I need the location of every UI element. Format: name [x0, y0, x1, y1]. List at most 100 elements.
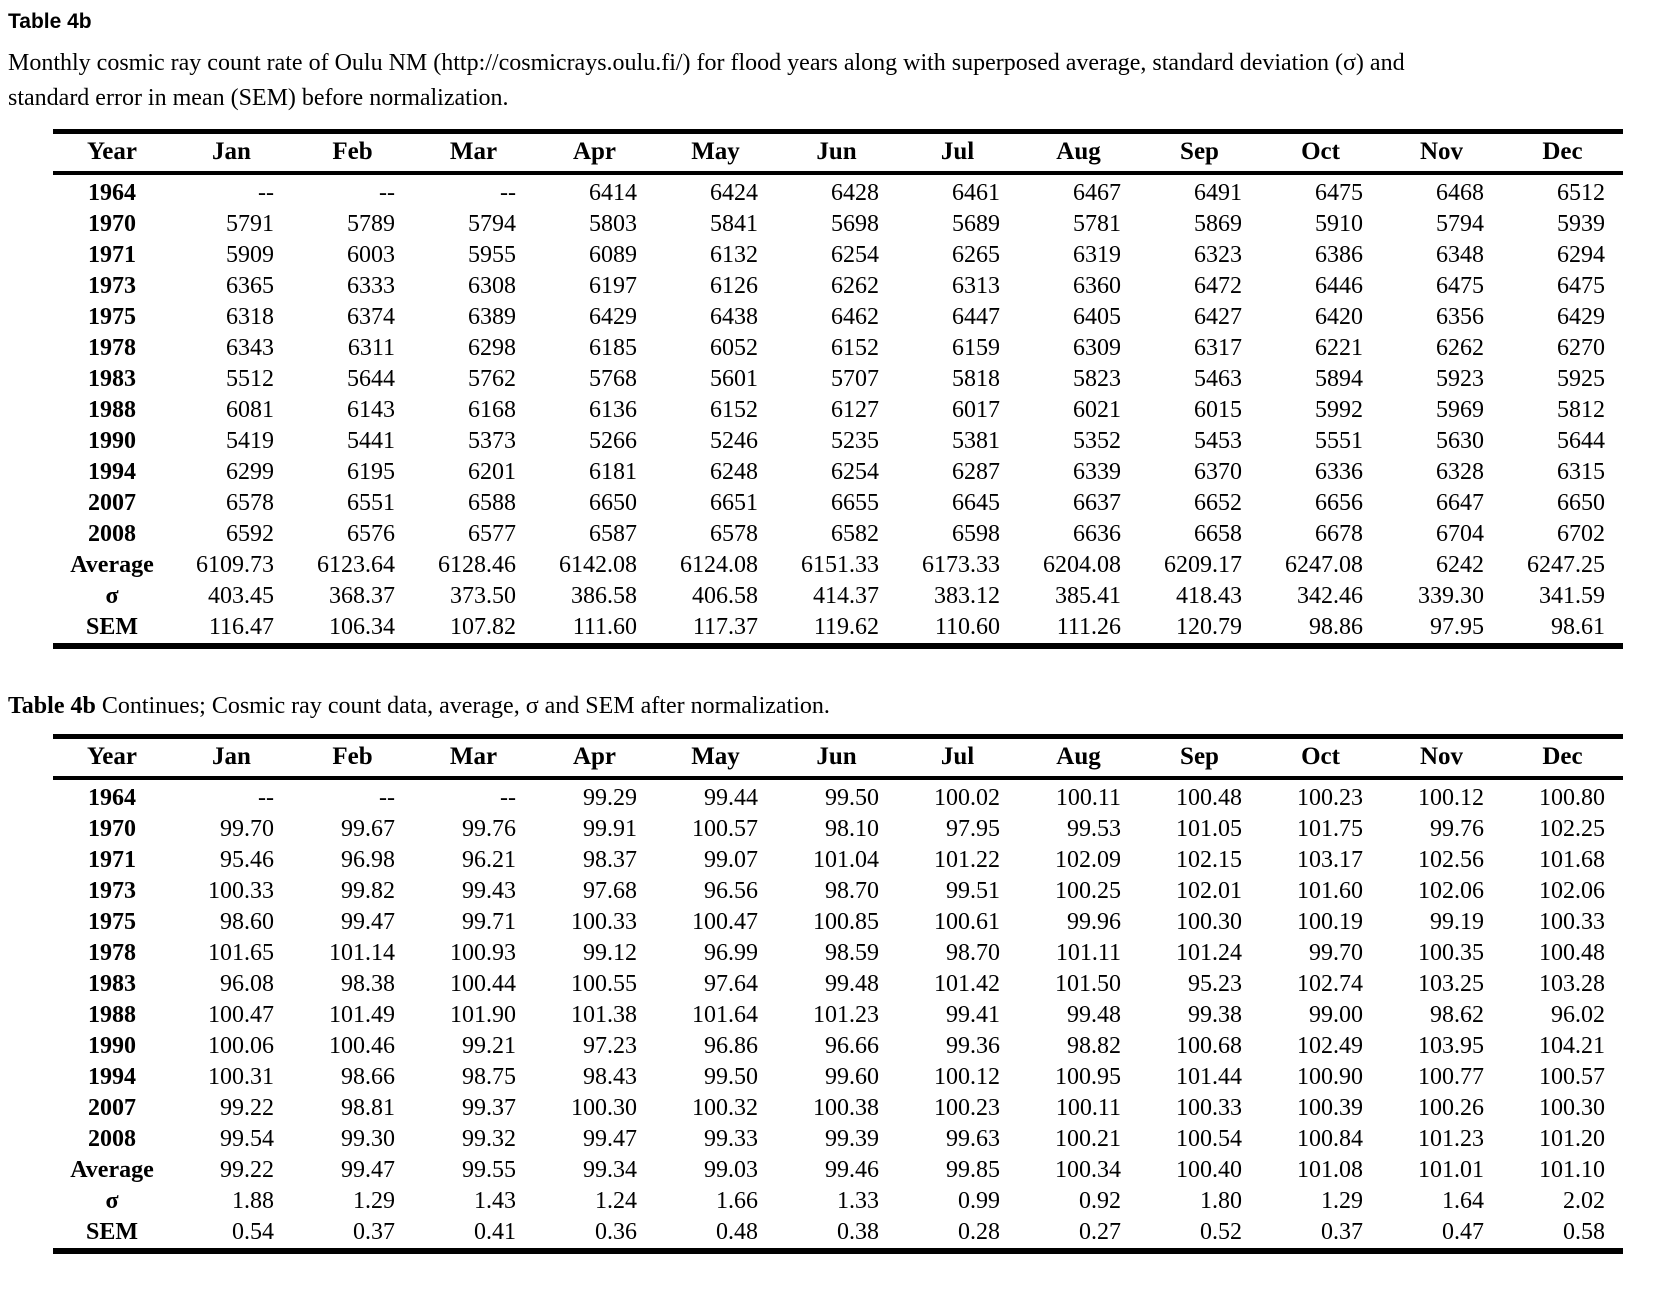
- value-cell: 6270: [1557, 335, 1605, 361]
- value-cell: 100.57: [692, 816, 758, 842]
- value-cell: 6650: [589, 490, 637, 516]
- table-row: 1990 5419 5441 5373 5266 5246 5235 5381 5352 5453…: [53, 426, 1623, 457]
- row-label: 2008: [88, 1126, 136, 1152]
- value-cell: 6201: [468, 459, 516, 485]
- value-cell: 6197: [589, 273, 637, 299]
- value-cell: 6254: [831, 459, 879, 485]
- value-cell: 98.60: [220, 909, 274, 935]
- value-cell: 0.47: [1442, 1219, 1484, 1245]
- value-cell: 99.34: [583, 1157, 637, 1183]
- value-cell: 5246: [710, 428, 758, 454]
- value-cell: 5894: [1315, 366, 1363, 392]
- value-cell: 5768: [589, 366, 637, 392]
- value-cell: 100.80: [1539, 785, 1605, 811]
- value-cell: 99.19: [1430, 909, 1484, 935]
- value-cell: 99.47: [583, 1126, 637, 1152]
- value-cell: 100.23: [1297, 785, 1363, 811]
- value-cell: 99.96: [1067, 909, 1121, 935]
- value-cell: 101.64: [692, 1002, 758, 1028]
- row-label: Average: [70, 1157, 154, 1183]
- value-cell: 6446: [1315, 273, 1363, 299]
- value-cell: 1.33: [837, 1188, 879, 1214]
- value-cell: 100.25: [1055, 878, 1121, 904]
- value-cell: 5551: [1315, 428, 1363, 454]
- value-cell: 99.50: [825, 785, 879, 811]
- row-label: 1964: [88, 180, 136, 206]
- column-header-nov: Nov: [1381, 736, 1502, 780]
- value-cell: 103.95: [1418, 1033, 1484, 1059]
- value-cell: 5841: [710, 211, 758, 237]
- value-cell: 120.79: [1176, 614, 1242, 640]
- value-cell: 100.33: [1176, 1095, 1242, 1121]
- column-header-apr: Apr: [534, 736, 655, 780]
- column-header-jul: Jul: [897, 736, 1018, 780]
- value-cell: 5869: [1194, 211, 1242, 237]
- value-cell: 98.82: [1067, 1033, 1121, 1059]
- value-cell: 406.58: [692, 583, 758, 609]
- value-cell: 6598: [952, 521, 1000, 547]
- row-label: Average: [70, 552, 154, 578]
- table-row: 1994 100.31 98.66 98.75 98.43 99.50 99.60 100.1…: [53, 1062, 1623, 1093]
- value-cell: 6089: [589, 242, 637, 268]
- value-cell: 6168: [468, 397, 516, 423]
- value-cell: 5373: [468, 428, 516, 454]
- value-cell: 5698: [831, 211, 879, 237]
- caption2-text: Continues; Cosmic ray count data, averag…: [95, 693, 830, 719]
- value-cell: 100.39: [1297, 1095, 1363, 1121]
- value-cell: 100.47: [208, 1002, 274, 1028]
- value-cell: 368.37: [329, 583, 395, 609]
- value-cell: 6317: [1194, 335, 1242, 361]
- value-cell: 96.99: [704, 940, 758, 966]
- table-row: σ 1.88 1.29 1.43 1.24 1.66 1.33 0.99 0.92 1.80 1.2…: [53, 1186, 1623, 1217]
- value-cell: 6472: [1194, 273, 1242, 299]
- value-cell: 6365: [226, 273, 274, 299]
- value-cell: 99.60: [825, 1064, 879, 1090]
- value-cell: 98.62: [1430, 1002, 1484, 1028]
- table-row: 1970 5791 5789 5794 5803 5841 5698 5689 5781 5869…: [53, 209, 1623, 240]
- table-continues-caption: Table 4b Continues; Cosmic ray count dat…: [8, 691, 1646, 721]
- value-cell: 0.27: [1079, 1219, 1121, 1245]
- value-cell: 99.37: [462, 1095, 516, 1121]
- value-cell: 101.90: [450, 1002, 516, 1028]
- header-row: Year Jan Feb Mar Apr May Jun Jul Aug Sep Oct Nov Dec: [53, 736, 1623, 780]
- value-cell: 100.33: [571, 909, 637, 935]
- value-cell: 6311: [347, 335, 395, 361]
- value-cell: 0.38: [837, 1219, 879, 1245]
- value-cell: 98.37: [583, 847, 637, 873]
- value-cell: 100.77: [1418, 1064, 1484, 1090]
- value-cell: 100.57: [1539, 1064, 1605, 1090]
- value-cell: 6343: [226, 335, 274, 361]
- value-cell: 100.23: [934, 1095, 1000, 1121]
- value-cell: 6081: [226, 397, 274, 423]
- value-cell: 100.06: [208, 1033, 274, 1059]
- row-label: 1990: [88, 428, 136, 454]
- value-cell: 102.25: [1539, 816, 1605, 842]
- value-cell: 100.38: [813, 1095, 879, 1121]
- value-cell: 100.54: [1176, 1126, 1242, 1152]
- value-cell: 5453: [1194, 428, 1242, 454]
- value-cell: 101.22: [934, 847, 1000, 873]
- value-cell: 5781: [1073, 211, 1121, 237]
- value-cell: 99.47: [341, 1157, 395, 1183]
- value-cell: 5463: [1194, 366, 1242, 392]
- value-cell: 6652: [1194, 490, 1242, 516]
- value-cell: 6429: [589, 304, 637, 330]
- row-label: SEM: [85, 614, 138, 640]
- value-cell: 5794: [1436, 211, 1484, 237]
- value-cell: 5925: [1557, 366, 1605, 392]
- value-cell: 99.00: [1309, 1002, 1363, 1028]
- value-cell: 1.88: [232, 1188, 274, 1214]
- value-cell: 100.34: [1055, 1157, 1121, 1183]
- value-cell: 5644: [347, 366, 395, 392]
- table-row: 1971 5909 6003 5955 6089 6132 6254 6265 6319 6323…: [53, 240, 1623, 271]
- value-cell: 96.02: [1551, 1002, 1605, 1028]
- value-cell: 6447: [952, 304, 1000, 330]
- value-cell: 100.55: [571, 971, 637, 997]
- value-cell: 99.51: [946, 878, 1000, 904]
- value-cell: 101.38: [571, 1002, 637, 1028]
- row-label: 1994: [88, 1064, 136, 1090]
- value-cell: 6655: [831, 490, 879, 516]
- value-cell: 6318: [226, 304, 274, 330]
- value-cell: 100.40: [1176, 1157, 1242, 1183]
- value-cell: 5630: [1436, 428, 1484, 454]
